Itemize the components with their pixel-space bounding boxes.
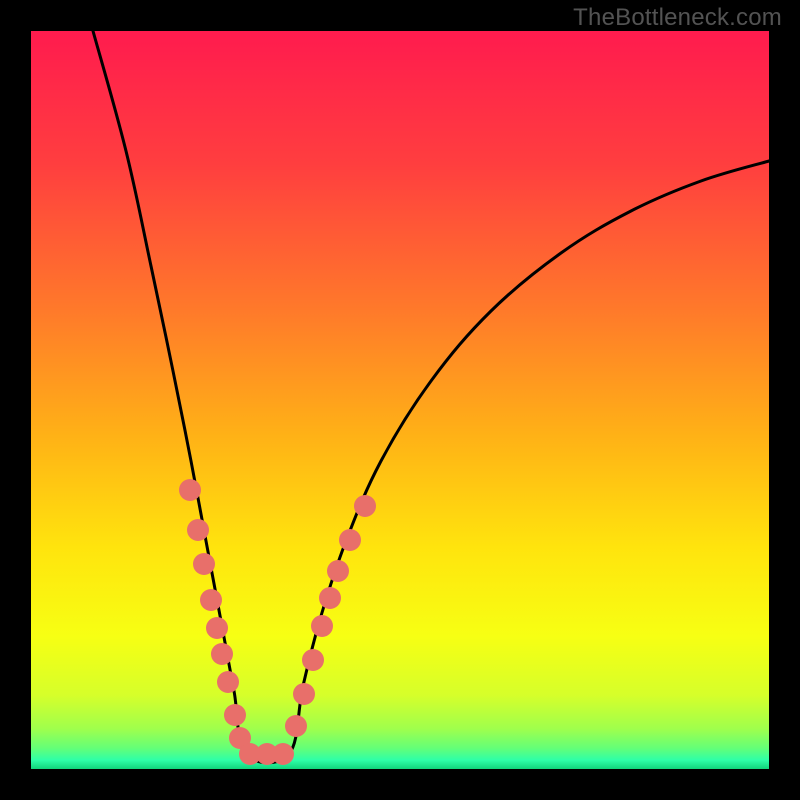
- outer-frame: TheBottleneck.com: [0, 0, 800, 800]
- data-marker: [293, 683, 315, 705]
- data-marker: [285, 715, 307, 737]
- data-marker: [339, 529, 361, 551]
- data-marker: [311, 615, 333, 637]
- data-marker: [319, 587, 341, 609]
- data-marker: [327, 560, 349, 582]
- data-marker: [206, 617, 228, 639]
- gradient-background: [31, 31, 769, 769]
- plot-area: [31, 31, 769, 769]
- data-marker: [272, 743, 294, 765]
- data-marker: [200, 589, 222, 611]
- data-marker: [211, 643, 233, 665]
- data-marker: [187, 519, 209, 541]
- data-marker: [217, 671, 239, 693]
- data-marker: [193, 553, 215, 575]
- data-marker: [354, 495, 376, 517]
- data-marker: [179, 479, 201, 501]
- watermark-text: TheBottleneck.com: [573, 4, 782, 32]
- bottleneck-chart: [31, 31, 769, 769]
- data-marker: [224, 704, 246, 726]
- data-marker: [302, 649, 324, 671]
